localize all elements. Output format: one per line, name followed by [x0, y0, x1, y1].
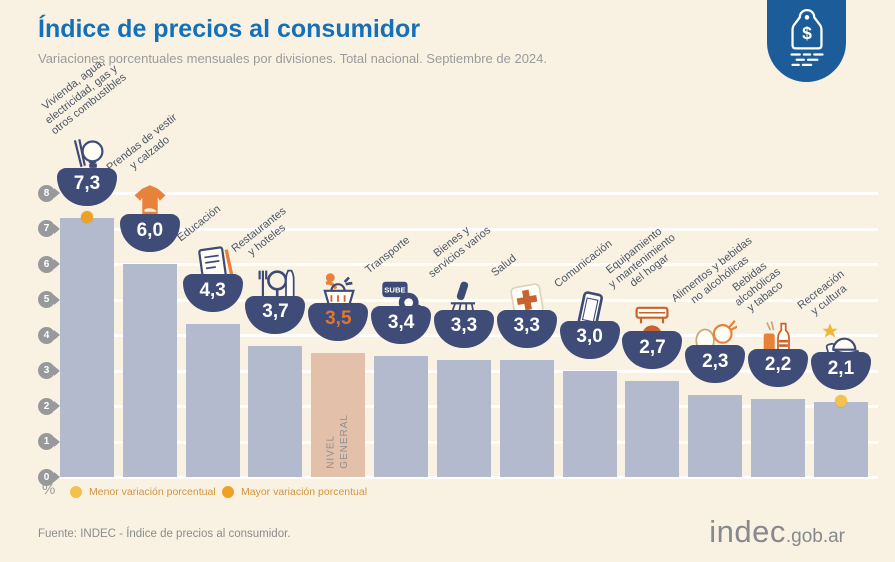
axis-tick: 0 [38, 468, 55, 486]
value-badge: 3,7 [245, 295, 306, 334]
nivel-general-label: NIVEL GENERAL [325, 414, 351, 469]
value-badge: 3,4 [371, 306, 432, 345]
bar-value: 3,4 [387, 311, 415, 333]
axis-tick: 1 [38, 433, 55, 450]
svg-text:SUBE: SUBE [384, 286, 405, 295]
bar-13 [813, 402, 868, 477]
category-label: Vivienda, agua, electricidad, gas y otro… [39, 56, 129, 138]
menor-variation-dot-icon [834, 395, 847, 408]
bar-11 [688, 395, 743, 477]
menor-dot-icon [70, 486, 82, 498]
bar-value: 3,3 [450, 315, 478, 337]
value-badge: 2,1 [810, 352, 871, 391]
value-badge: 4,3 [182, 274, 243, 313]
bar-1 [60, 217, 114, 477]
category-label: Salud [489, 252, 519, 280]
bar-12 [751, 398, 806, 477]
svg-text:$: $ [802, 23, 812, 43]
notebook-icon [191, 242, 235, 286]
legend-label: Menor variación porcentual [89, 486, 216, 498]
category-label: Bienes y servicios varios [426, 223, 493, 280]
bar-value: 2,1 [827, 357, 855, 379]
page-title: Índice de precios al consumidor [38, 15, 421, 43]
lightbulb-electricity-icon [65, 136, 109, 180]
bar-8 [499, 359, 554, 477]
price-tag-icon: $ [789, 8, 824, 67]
indec-logo-domain: .gob.ar [785, 526, 845, 547]
legend-label: Mayor variación porcentual [241, 486, 368, 498]
bar-2 [122, 264, 177, 477]
axis-tick: 8 [38, 184, 55, 202]
restaurant-icon [253, 264, 297, 308]
bar-value: 3,3 [513, 315, 540, 337]
category-label: Educación [174, 202, 223, 244]
gridline [40, 298, 878, 302]
bar-10 [625, 381, 680, 477]
axis-tick: 6 [38, 255, 55, 273]
mayor-variation-dot-icon [81, 210, 93, 223]
shopping-basket-icon [316, 271, 360, 315]
value-badge: 3,3 [433, 309, 494, 348]
category-label: Restaurantes y hoteles [229, 205, 289, 259]
bar-9 [562, 370, 617, 477]
legend-item-mayor: Mayor variación porcentual [222, 486, 367, 498]
bar-value: 6,0 [136, 219, 164, 241]
smartphone-icon [568, 289, 612, 333]
gridline [40, 476, 878, 479]
value-badge: 3,3 [496, 309, 557, 348]
bar-3 [185, 324, 240, 477]
bar-7 [436, 359, 491, 477]
category-label: Recreación y cultura [795, 268, 849, 318]
gridline [40, 227, 878, 231]
bar-value: 2,7 [639, 336, 666, 358]
axis-tick: 5 [38, 291, 55, 308]
indec-logo: indec .gob.ar [709, 514, 845, 550]
value-badge: 7,3 [57, 167, 117, 206]
toiletries-icon [442, 278, 486, 322]
gridline [40, 263, 878, 266]
source-note: Fuente: INDEC - Índice de precios al con… [38, 528, 291, 540]
bar-5: NIVEL GENERAL [311, 352, 366, 477]
bar-value: 2,2 [764, 354, 792, 376]
bar-value: 7,3 [73, 173, 101, 195]
axis-tick: 7 [38, 220, 55, 237]
bar-value: 2,3 [702, 350, 729, 372]
axis-tick: 3 [38, 362, 55, 379]
page-subtitle: Variaciones porcentuales mensuales por d… [38, 51, 547, 66]
cap-star-icon [819, 320, 863, 364]
indec-logo-text: indec [709, 514, 786, 549]
axis-tick: 2 [38, 397, 55, 415]
mayor-dot-icon [222, 486, 234, 498]
category-label: Prendas de vestir y calzado [104, 111, 180, 174]
value-badge: 6,0 [119, 214, 180, 252]
bar-value: 3,7 [262, 301, 289, 323]
value-badge: 2,2 [748, 348, 809, 387]
bar-6 [374, 356, 429, 477]
bar-value: 4,3 [199, 279, 226, 301]
axis-tick: 4 [38, 326, 55, 344]
category-label: Equipamiento y mantenimiento del hogar [604, 225, 678, 291]
bar-value: 3,0 [576, 326, 603, 347]
value-badge: 2,3 [685, 345, 746, 384]
gridline [40, 192, 878, 195]
bar-value: 3,5 [325, 308, 352, 330]
value-badge: 3,0 [559, 320, 620, 359]
tshirt-icon [128, 182, 172, 226]
price-tag-badge: $ [767, 0, 846, 82]
legend-item-menor: Menor variación porcentual [70, 486, 216, 498]
category-label: Transporte [363, 233, 413, 276]
value-badge: 2,7 [622, 331, 683, 370]
value-badge: 3,5 [308, 302, 369, 341]
bar-4 [248, 345, 303, 477]
